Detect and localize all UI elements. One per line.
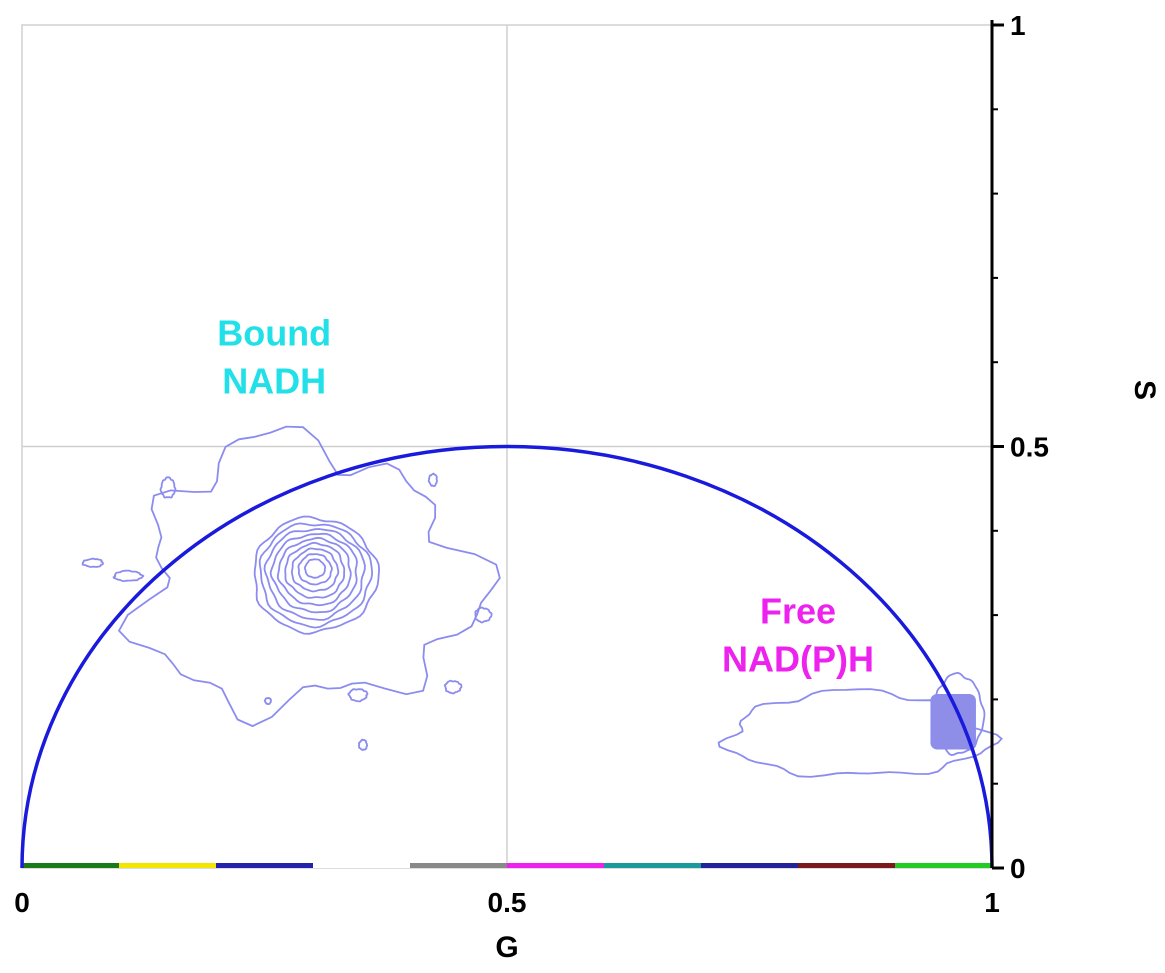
contour-ring — [253, 515, 381, 635]
contour-ring — [269, 532, 358, 614]
annotations: Bound NADH Free NAD(P)H — [217, 312, 874, 679]
contour-island — [357, 738, 368, 751]
color-bar-segment — [313, 863, 411, 868]
contour-ring — [290, 547, 340, 593]
contour-ring — [284, 541, 346, 599]
contour-ring — [263, 528, 366, 621]
contour-island — [81, 557, 104, 568]
x-tick-label: 1 — [984, 887, 1000, 918]
axes — [990, 20, 1004, 870]
contour-ring — [297, 553, 333, 586]
color-bar-segment — [701, 863, 799, 868]
x-axis-title: G — [495, 931, 518, 964]
contour-island — [443, 679, 463, 695]
y-tick-label: 1 — [1010, 10, 1026, 41]
contour-outer-bound — [117, 425, 501, 728]
annotation-line-1: Free — [760, 591, 836, 632]
color-bar-segment — [216, 863, 314, 868]
contour-ring — [303, 558, 327, 579]
annotation-line-2: NAD(P)H — [722, 639, 874, 680]
contour-island — [112, 569, 145, 583]
x-tick-label: 0 — [14, 887, 30, 918]
contour-lines — [81, 425, 1003, 778]
contour-island — [427, 472, 438, 487]
color-bar-segment — [604, 863, 702, 868]
color-bar-segment — [119, 863, 217, 868]
contour-island — [159, 476, 177, 499]
annotation-line-2: NADH — [222, 360, 326, 401]
color-bar-segment — [22, 863, 120, 868]
x-tick-label: 0.5 — [488, 887, 527, 918]
contour-island — [263, 696, 272, 705]
annotation-line-1: Bound — [217, 312, 331, 353]
contour-ring — [258, 522, 374, 629]
color-bar — [22, 863, 993, 868]
y-axis-title: S — [1128, 380, 1161, 400]
y-tick-label: 0.5 — [1010, 432, 1049, 463]
color-bar-segment — [798, 863, 896, 868]
y-tick-label: 0 — [1010, 853, 1026, 884]
tick-labels: 0 0.5 100.51 — [14, 10, 1049, 918]
contour-island — [474, 606, 493, 624]
dense-free-region — [930, 693, 976, 750]
contour-ring — [276, 536, 352, 607]
color-bar-segment — [410, 863, 508, 868]
contour-island — [347, 688, 369, 703]
contour-outer-free — [717, 688, 1003, 778]
color-bar-segment — [895, 863, 993, 868]
color-bar-segment — [507, 863, 605, 868]
universal-semicircle — [20, 444, 994, 869]
